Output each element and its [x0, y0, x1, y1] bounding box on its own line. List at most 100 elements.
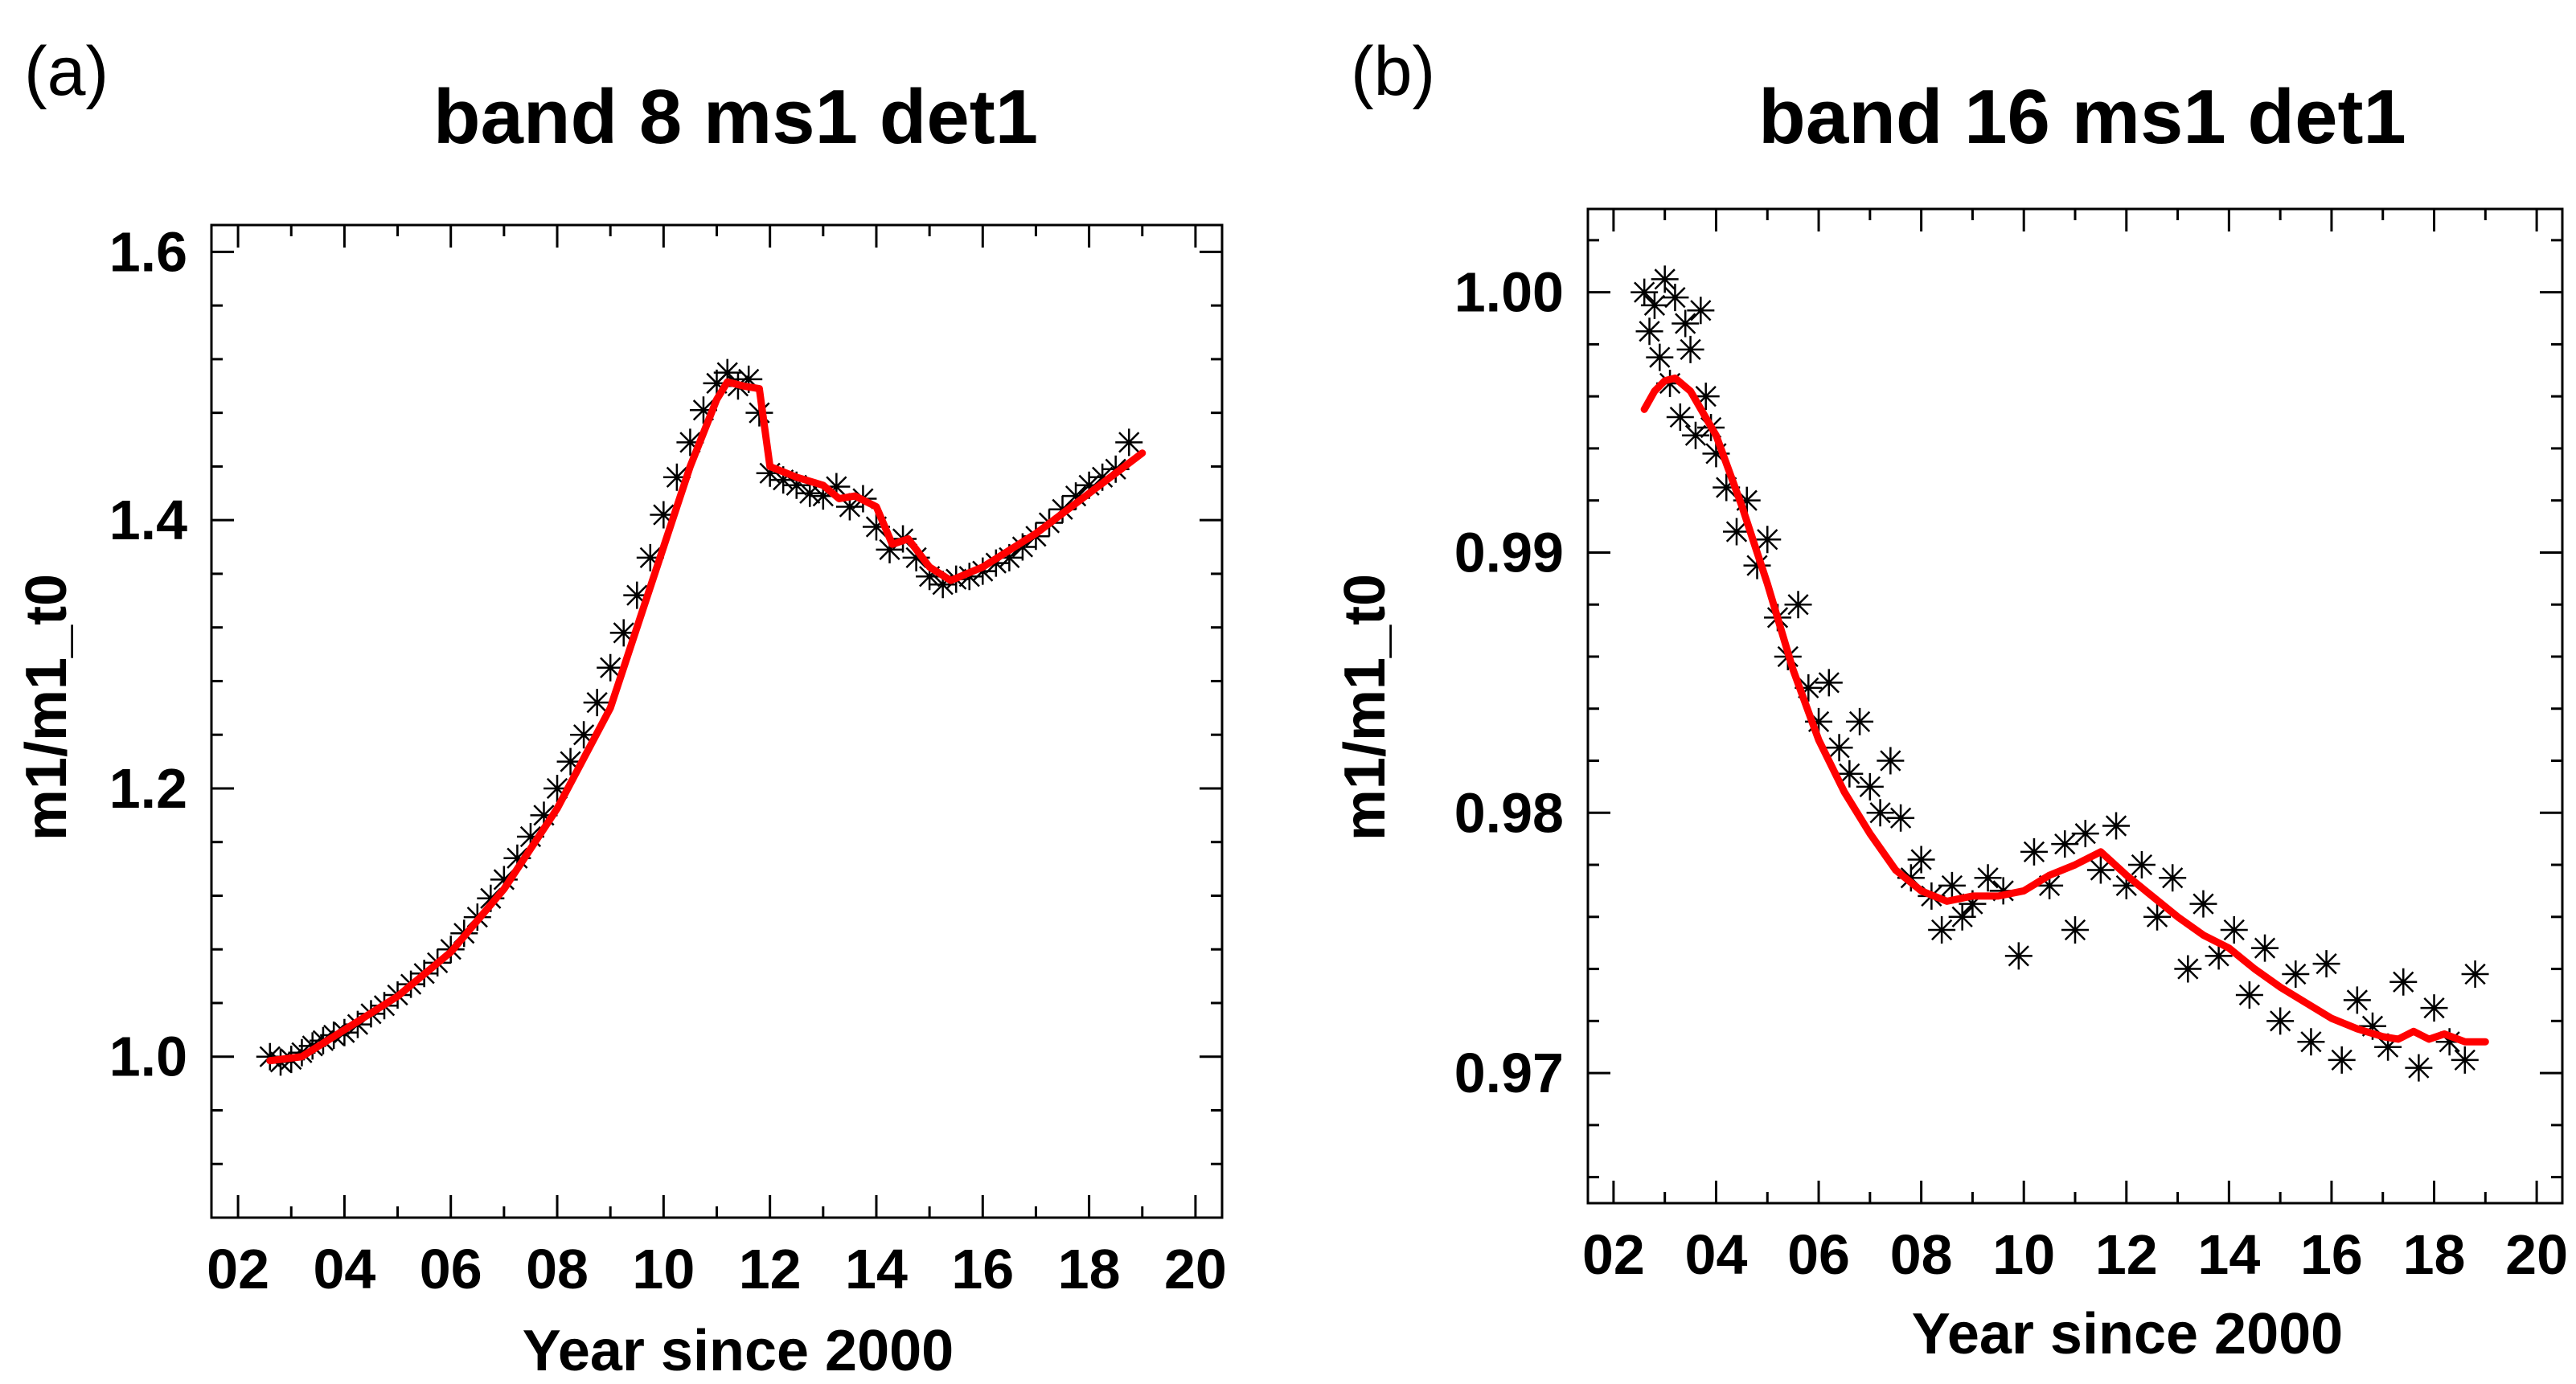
panel-b-point [1795, 674, 1823, 702]
panel-a-point [1115, 428, 1143, 457]
panel-b-point [2358, 1012, 2386, 1040]
panel-b-xtick-label: 10 [1992, 1223, 2055, 1286]
panel-a-ytick-label: 1.4 [109, 489, 187, 551]
panel-b-point [2004, 942, 2032, 970]
panel-b-point [2205, 942, 2233, 970]
panel-a-point [530, 801, 558, 829]
panel-a-point [929, 571, 957, 599]
panel-b-point [1733, 486, 1761, 514]
panel-a-xtick-label: 18 [1058, 1238, 1121, 1300]
panel-b-point [2061, 915, 2089, 944]
panel-b-point [2328, 1046, 2356, 1074]
panel-b-point [1877, 747, 1905, 775]
panel-a-point [995, 543, 1023, 571]
panel-b-point [1846, 707, 1874, 735]
panel-a-point [982, 549, 1010, 577]
panel-b-xtick-label: 08 [1890, 1223, 1953, 1286]
panel-b-point [1646, 343, 1674, 371]
panel-a-xtick-label: 20 [1164, 1238, 1227, 1300]
panel-a-point [609, 619, 638, 647]
panel-b-xtick-label: 14 [2197, 1223, 2260, 1286]
panel-b-point [2435, 1028, 2463, 1056]
panel-b-point [2451, 1046, 2479, 1074]
panel-b-point [1815, 669, 1843, 697]
panel-b-point [2282, 960, 2310, 989]
panel-b-point [2020, 837, 2048, 866]
panel-b-point [2297, 1028, 2325, 1056]
panel-a-point [1089, 463, 1117, 491]
panel-a-xtick-label: 14 [845, 1238, 908, 1300]
panel-b-point [1989, 877, 2017, 905]
panel-a-xtick-label: 12 [739, 1238, 802, 1300]
panel-a-point [477, 884, 505, 912]
panel-a-ytick-label: 1.0 [109, 1026, 187, 1088]
panel-b-xtick-label: 12 [2095, 1223, 2158, 1286]
panel-b-point [1676, 335, 1704, 363]
panel-b-point [1743, 551, 1771, 579]
panel-b-point [2189, 890, 2217, 918]
panel-b-point [1692, 383, 1720, 411]
panel-b-ytick-label: 0.98 [1454, 781, 1564, 844]
panel-b-point [1836, 760, 1864, 788]
panel-b-point [1805, 707, 1833, 735]
panel-b-point [1784, 591, 1812, 619]
panel-a-plot: 02 04 06 08 10 12 14 16 18 20 1.0 1.2 1.4 1.6 [109, 220, 1227, 1300]
panel-b-plot: 02 04 06 08 10 12 14 16 18 20 0.97 0.98 0.99 1.00 [1454, 207, 2568, 1286]
panel-b-ytick-label: 0.99 [1454, 521, 1564, 583]
panel-a-point [544, 774, 572, 802]
panel-b-point [1866, 799, 1894, 827]
panel-a-point [703, 369, 731, 397]
panel-a-point [623, 581, 651, 609]
panel-b-point [2159, 864, 2187, 892]
panel-b-point [2235, 981, 2263, 1009]
panel-b-point [1651, 265, 1679, 293]
panel-b-point [1687, 297, 1715, 325]
panel-a-xtick-label: 02 [207, 1238, 269, 1300]
panel-b-point [2174, 955, 2202, 983]
panel-a-point [570, 721, 598, 749]
panel-b-label: (b) [1351, 33, 1435, 110]
panel-b-point [1754, 526, 1782, 554]
panel-a-point [809, 482, 837, 510]
panel-a-point [876, 535, 904, 563]
panel-a-point [689, 396, 717, 424]
panel-a-ytick-label: 1.2 [109, 757, 187, 820]
panel-b-xtick-label: 06 [1787, 1223, 1850, 1286]
panel-b-point [1974, 864, 2002, 892]
panel-b-ylabel: m1/m1_t0 [1333, 574, 1397, 841]
panel-b-point [1681, 421, 1709, 449]
panel-a-point [769, 466, 798, 494]
panel-b-point [2343, 986, 2371, 1014]
panel-a-point [735, 365, 763, 393]
panel-b-point [1928, 915, 1956, 944]
panel-b-title: band 16 ms1 det1 [1758, 74, 2406, 160]
panel-a-xtick-label: 06 [420, 1238, 482, 1300]
panel-a-point [782, 471, 810, 499]
panel-a-title: band 8 ms1 det1 [433, 74, 1038, 160]
panel-b-ytick-label: 1.00 [1454, 261, 1564, 324]
panel-b-point [2420, 994, 2448, 1022]
panel-a-point [902, 543, 930, 571]
panel-a-point [969, 557, 997, 585]
panel-a-point [597, 653, 625, 682]
panel-b-point [2112, 871, 2140, 899]
panel-b-point [2071, 820, 2099, 848]
panel-b-xtick-label: 16 [2300, 1223, 2363, 1286]
panel-b-point [1856, 772, 1884, 801]
panel-b-point [1656, 369, 1684, 397]
panel-b-point [2389, 968, 2418, 996]
panel-b-point [2127, 851, 2156, 879]
panel-b-point [2461, 960, 2489, 989]
panel-b-point [1631, 278, 1659, 306]
panel-a-xtick-label: 10 [632, 1238, 695, 1300]
panel-a-point [796, 479, 824, 507]
panel-b-point [2266, 1007, 2295, 1035]
panel-a-point [503, 844, 531, 872]
panel-a-point [1075, 471, 1103, 499]
panel-b-point [1938, 871, 1966, 899]
panel-a-point [556, 747, 585, 776]
panel-a-point [862, 513, 890, 541]
panel-b-xtick-label: 04 [1685, 1223, 1748, 1286]
panel-a-xtick-label: 16 [951, 1238, 1014, 1300]
panel-b: (b) band 16 ms1 det1 02 04 06 08 10 12 14 16 18 2… [1333, 33, 2568, 1366]
